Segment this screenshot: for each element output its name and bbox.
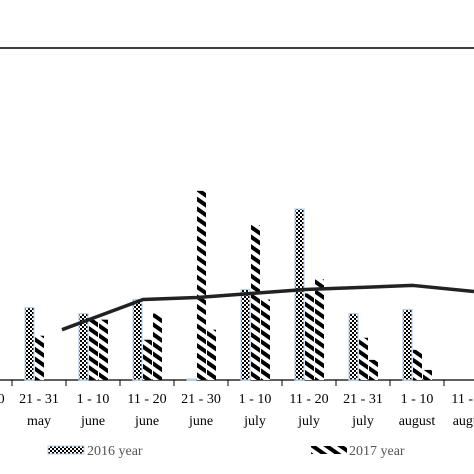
legend-label-2017-year: 2017 year (349, 444, 405, 459)
x-tick-label-range: 11 - 20 (451, 392, 474, 407)
x-tick-label-month: may (27, 414, 51, 429)
bar-2017-year-secondary (99, 319, 108, 380)
legend-label-2016-year: 2016 year (87, 444, 143, 459)
x-tick-label-range: 21 - 31 (343, 392, 383, 407)
legend-swatch-2017-year (311, 446, 347, 454)
x-tick-label-range: 1 - 10 (401, 392, 434, 407)
x-tick-label-range: 1 - 10 (77, 392, 110, 407)
bar-2016-year (132, 298, 143, 381)
x-tick-label-month: july (243, 414, 266, 429)
bar-2017-year (197, 190, 206, 380)
bar-2017-year-secondary (153, 313, 162, 380)
bar-2016-year (240, 288, 251, 381)
bar-2017-year (251, 225, 260, 380)
trend-line (61, 283, 474, 332)
bar-2017-year-secondary (315, 279, 324, 380)
x-tick-label-month: july (351, 414, 374, 429)
x-tick-label-month: june (188, 414, 213, 429)
bar-2017-year-secondary (369, 359, 378, 380)
line-layer (61, 283, 474, 332)
bar-2017-year (359, 337, 368, 380)
x-tick-label-range: 11 - 20 (127, 392, 166, 407)
x-tick-label-month: august (453, 414, 474, 429)
bar-2017-year-secondary (423, 369, 432, 380)
bar-2016-year (402, 308, 413, 381)
bar-2016-year (294, 208, 305, 381)
bar-2016-year (348, 313, 359, 381)
bar-2017-year (143, 339, 152, 380)
x-tick-label-month: august (399, 414, 436, 429)
x-tick-label-range: 1 - 10 (239, 392, 272, 407)
bar-2017-year-secondary (261, 299, 270, 380)
x-tick-label-range: 11 - 20 (0, 392, 5, 407)
bar-2016-year (78, 313, 89, 381)
bars-layer (24, 190, 432, 381)
x-tick-label-month: june (134, 414, 159, 429)
bar-2017-year (305, 293, 314, 380)
bar-2017-year (89, 319, 98, 380)
legend: 2016 year 2017 year (47, 444, 405, 459)
x-tick-label-month: june (80, 414, 105, 429)
bar-2016-year (186, 378, 197, 381)
x-tick-label-range: 11 - 20 (289, 392, 328, 407)
x-tick-label-month: july (297, 414, 320, 429)
legend-swatch-2016-year (47, 445, 85, 455)
x-tick-label-range: 21 - 30 (181, 392, 221, 407)
bar-2017-year (35, 335, 44, 380)
bar-2017-year (413, 349, 422, 380)
bar-2017-year-secondary (207, 329, 216, 380)
bar-2016-year (24, 306, 35, 381)
x-tick-label-range: 21 - 31 (19, 392, 59, 407)
